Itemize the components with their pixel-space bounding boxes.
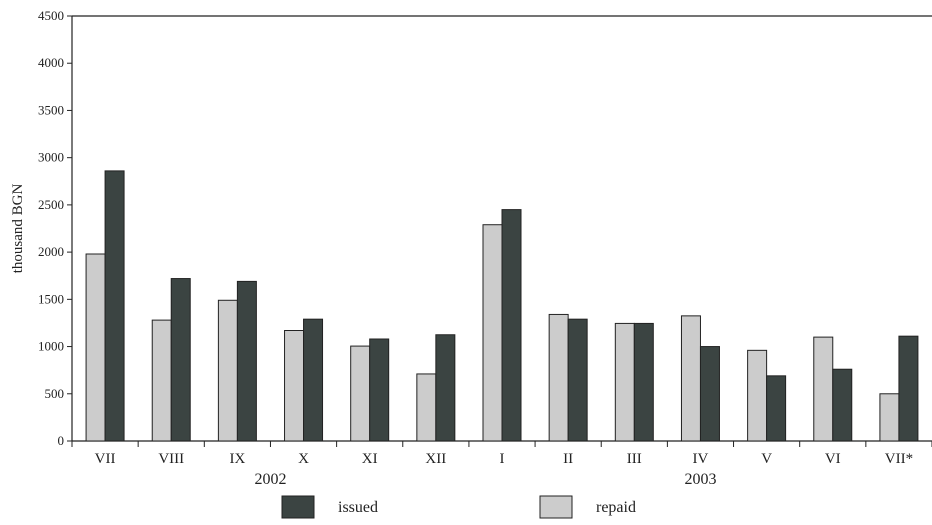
legend-label-issued: issued [338, 499, 378, 516]
x-tick-label: III [627, 451, 642, 467]
bar-issued [170, 278, 191, 442]
bar-issued [104, 170, 125, 442]
bar-repaid [614, 322, 635, 442]
y-tick-label: 500 [45, 386, 65, 401]
bar-issued [766, 375, 787, 442]
y-tick-label: 3000 [38, 150, 64, 165]
legend-label-repaid: repaid [596, 499, 636, 516]
bar-issued [898, 335, 919, 442]
y-tick-label: 4500 [38, 8, 64, 23]
y-tick-label: 2000 [38, 244, 64, 259]
legend-swatch-repaid [539, 495, 573, 519]
x-tick-label: II [563, 451, 573, 467]
bar-repaid [747, 349, 768, 442]
bar-repaid [151, 319, 172, 442]
bar-repaid [350, 345, 371, 442]
bar-issued [633, 322, 654, 442]
bar-issued [832, 368, 853, 442]
x-tick-label: IX [229, 451, 245, 467]
bar-issued [699, 346, 720, 442]
bar-issued [435, 334, 456, 442]
bar-issued [369, 338, 390, 442]
x-tick-label: I [500, 451, 505, 467]
bar-repaid [284, 330, 305, 442]
x-tick-label: VIII [158, 451, 184, 467]
bar-issued [303, 318, 324, 442]
bar-repaid [217, 299, 238, 442]
bar-repaid [813, 336, 834, 442]
year-group-label: 2003 [684, 471, 716, 488]
bar-issued [236, 280, 257, 442]
bar-issued [567, 318, 588, 442]
bar-repaid [879, 393, 900, 442]
y-tick-label: 0 [58, 433, 65, 448]
y-tick-label: 2500 [38, 197, 64, 212]
year-group-label: 2002 [254, 471, 286, 488]
bar-repaid [85, 253, 106, 442]
x-tick-label: VII* [885, 451, 913, 467]
legend: issued repaid [281, 495, 636, 519]
x-tick-label: VI [825, 451, 841, 467]
bar-repaid [416, 373, 437, 442]
y-axis-title: thousand BGN [10, 184, 26, 274]
legend-swatch-issued [281, 495, 315, 519]
x-tick-label: XII [425, 451, 446, 467]
x-tick-label: X [298, 451, 309, 467]
x-tick-label: IV [693, 451, 709, 467]
bar-repaid [680, 315, 701, 442]
x-tick-label: V [761, 451, 772, 467]
labels: 0 500 1000 1500 2000 2500 3000 3500 4000 4500 thou… [10, 8, 913, 488]
bar-issued [501, 209, 522, 442]
bars [85, 170, 919, 442]
x-tick-label: VII [95, 451, 116, 467]
y-tick-label: 4000 [38, 55, 64, 70]
y-tick-label: 3500 [38, 102, 64, 117]
x-tick-label: XI [362, 451, 378, 467]
bar-repaid [482, 224, 503, 442]
y-tick-label: 1000 [38, 339, 64, 354]
y-tick-label: 1500 [38, 291, 64, 306]
bar-repaid [548, 313, 569, 442]
